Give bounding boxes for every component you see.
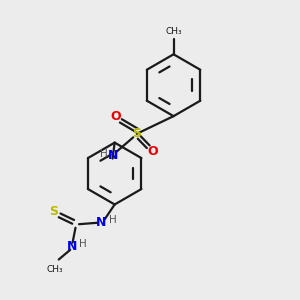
Text: N: N [68, 240, 78, 253]
Text: O: O [111, 110, 122, 123]
Text: H: H [100, 148, 108, 158]
Text: S: S [132, 127, 141, 140]
Text: CH₃: CH₃ [166, 27, 182, 36]
Text: N: N [107, 148, 118, 161]
Text: H: H [109, 215, 116, 225]
Text: CH₃: CH₃ [46, 266, 63, 274]
Text: S: S [49, 205, 58, 218]
Text: N: N [96, 216, 106, 229]
Text: O: O [147, 145, 158, 158]
Text: H: H [79, 239, 87, 249]
